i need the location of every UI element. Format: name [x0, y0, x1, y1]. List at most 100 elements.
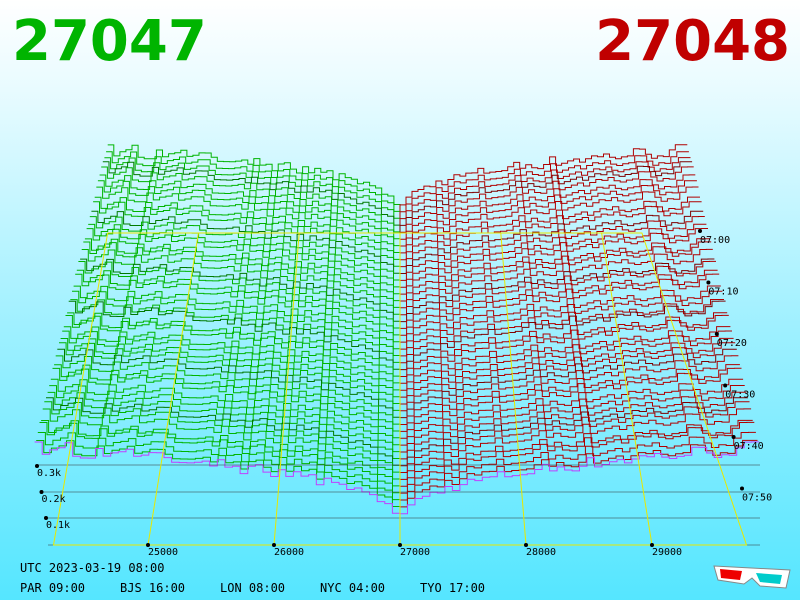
bid-depth-line [59, 342, 401, 441]
ask-depth-line [399, 408, 752, 511]
stereo-glasses-icon[interactable] [713, 565, 791, 589]
depth-tick-label: 0.1k [46, 520, 70, 531]
ask-depth-line [399, 186, 699, 282]
bid-depth-line [65, 315, 401, 414]
bid-depth-line [37, 432, 401, 532]
time-tick-dot [740, 486, 744, 491]
bid-depth-line [86, 228, 401, 324]
depth-tick-dot [44, 516, 48, 520]
ask-depth-line [399, 248, 713, 344]
ask-depth-line [399, 401, 750, 504]
bid-depth-line [62, 330, 401, 428]
bid-depth-line [76, 269, 401, 365]
bid-depth-line [60, 338, 401, 435]
ask-depth-line [399, 210, 704, 303]
time-tick-label: 07:30 [725, 390, 755, 401]
utc-time: UTC 2023-03-19 08:00 [20, 561, 165, 575]
bid-depth-line [57, 348, 401, 448]
ask-depth-line [399, 439, 758, 539]
bid-depth-line [68, 300, 401, 400]
ask-depth-line [399, 196, 700, 289]
bid-depth-line [36, 440, 401, 539]
ask-depth-line [399, 201, 702, 296]
ask-depth-line [399, 314, 729, 414]
bid-depth-line [41, 420, 401, 518]
ask-depth-line [399, 151, 689, 240]
ask-depth-line [399, 273, 720, 372]
ask-depth-line [399, 431, 756, 532]
bid-depth-line [52, 367, 401, 469]
ask-depth-line [399, 269, 718, 365]
bid-depth-line [97, 180, 401, 275]
price-tick-label: 28000 [526, 547, 556, 558]
ask-depth-line [399, 238, 710, 331]
depth-tick-dot [35, 464, 39, 468]
bid-depth-line [99, 174, 401, 268]
bid-depth-line [42, 408, 401, 511]
bid-depth-line [55, 355, 401, 455]
ask-depth-line [399, 299, 724, 393]
bid-price: 27047 [12, 9, 207, 74]
ask-depth-line [399, 364, 740, 462]
ask-depth-line [399, 312, 728, 407]
bid-depth-line [72, 290, 401, 386]
ask-depth-line [399, 391, 747, 490]
city-clock: TYO 17:00 [420, 581, 485, 595]
bid-depth-line [34, 441, 401, 545]
bid-depth-line [47, 391, 401, 490]
bid-depth-line [102, 161, 401, 254]
ask-depth-line [399, 260, 716, 358]
bid-depth-line [67, 312, 401, 407]
price-tick-label: 26000 [274, 547, 304, 558]
time-tick-label: 07:40 [734, 441, 764, 452]
bid-depth-line [54, 364, 401, 462]
bid-depth-line [75, 273, 401, 372]
price-tick-dot [650, 543, 654, 547]
time-tick-label: 07:10 [708, 287, 738, 298]
bid-depth-line [93, 201, 401, 296]
ask-depth-line [399, 342, 736, 441]
bid-depth-line [80, 258, 401, 351]
ask-depth-line [399, 223, 707, 317]
ask-depth-line [399, 228, 708, 324]
bid-depth-line [73, 285, 401, 379]
ask-depth-line [399, 378, 744, 476]
bid-depth-line [44, 401, 401, 504]
city-clock: NYC 04:00 [320, 581, 385, 595]
time-tick-label: 07:00 [700, 235, 730, 246]
bid-depth-line [89, 216, 401, 310]
ask-depth-line [399, 348, 737, 448]
bid-depth-line [78, 261, 401, 358]
bid-depth-line [81, 249, 401, 344]
price-tick-dot [272, 543, 276, 547]
ask-depth-line [399, 166, 694, 261]
time-tick-label: 07:50 [742, 493, 772, 504]
ask-depth-line [399, 216, 705, 310]
price-grid-line [273, 232, 300, 546]
ask-depth-line [399, 157, 691, 247]
price-grid-line [500, 232, 527, 546]
bid-depth-line [104, 157, 401, 247]
price-tick-label: 27000 [400, 547, 430, 558]
ask-depth-line [399, 385, 745, 483]
bid-depth-line [101, 166, 401, 261]
ask-price: 27048 [595, 9, 790, 74]
ask-depth-line [399, 337, 734, 435]
ask-depth-line [399, 180, 697, 275]
ask-depth-line [399, 258, 715, 351]
depth-tick-label: 0.3k [37, 468, 61, 479]
ask-depth-line [399, 300, 726, 400]
floor-outline [52, 232, 748, 546]
bid-depth-line [96, 186, 401, 282]
ask-depth-line [399, 161, 693, 254]
time-tick-dot [731, 435, 736, 439]
city-clock: LON 08:00 [220, 581, 285, 595]
time-tick-dot [714, 332, 719, 336]
bid-depth-line [63, 326, 401, 421]
price-grid-line [601, 232, 653, 546]
city-clock: BJS 16:00 [120, 581, 185, 595]
depth-surface [34, 144, 760, 545]
ask-depth-line [399, 326, 731, 421]
ask-depth-line [399, 355, 739, 455]
